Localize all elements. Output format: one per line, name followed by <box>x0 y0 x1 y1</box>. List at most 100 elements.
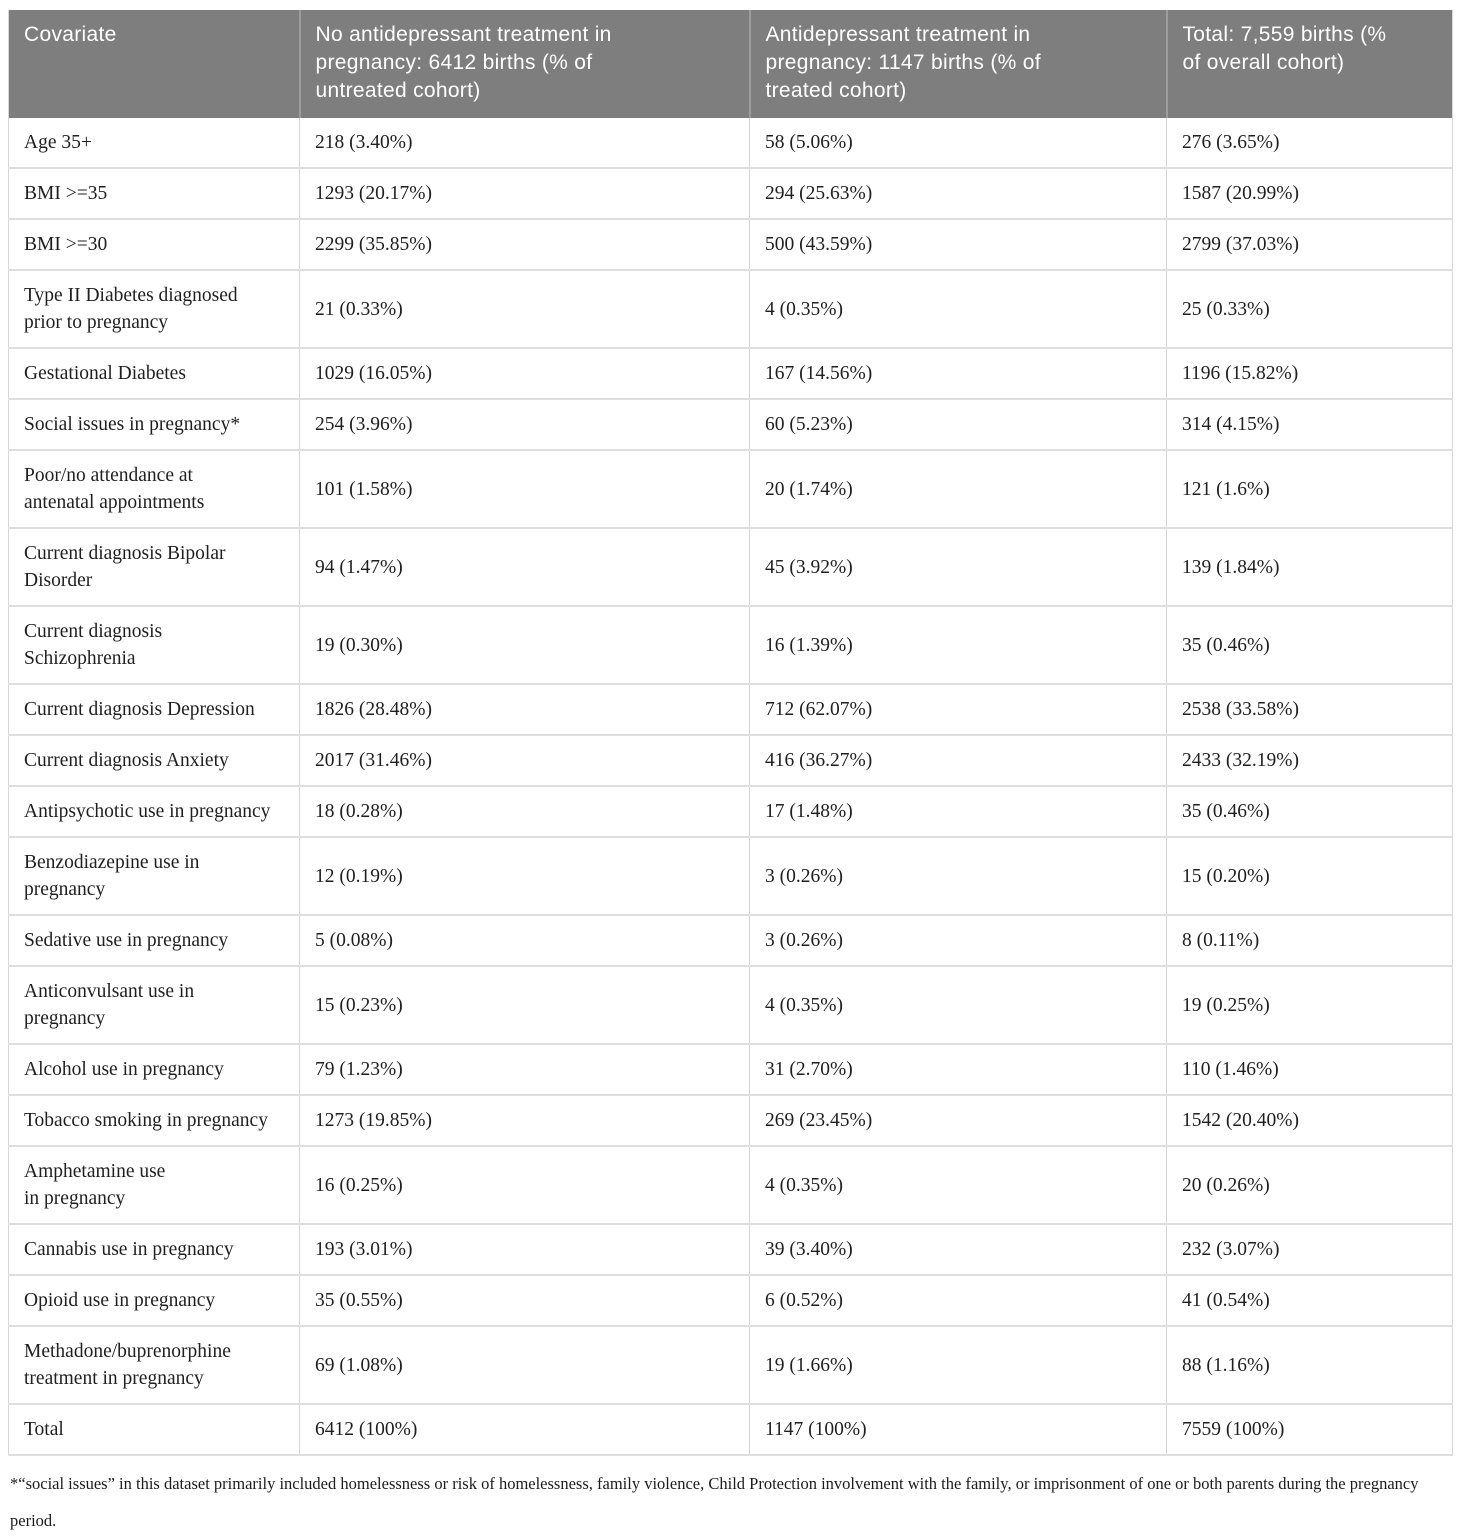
covariate-cell: Current diagnosis Bipolar Disorder <box>8 527 300 607</box>
total-value-cell: 1196 (15.82%) <box>1166 347 1453 400</box>
treated-value-cell: 4 (0.35%) <box>749 1145 1167 1225</box>
header-row: Covariate No antidepressant treatment in… <box>8 10 1453 118</box>
total-value-cell: 314 (4.15%) <box>1166 398 1453 451</box>
table-row: Sedative use in pregnancy 5 (0.08%) 3 (0… <box>8 914 1453 967</box>
treated-value-cell: 6 (0.52%) <box>749 1274 1167 1327</box>
untreated-value-cell: 1293 (20.17%) <box>299 167 750 220</box>
untreated-value-cell: 79 (1.23%) <box>299 1043 750 1096</box>
covariate-cell: Benzodiazepine use in pregnancy <box>8 836 300 916</box>
total-value-cell: 1542 (20.40%) <box>1166 1094 1453 1147</box>
covariate-cell: Total <box>8 1403 300 1456</box>
untreated-value-cell: 101 (1.58%) <box>299 449 750 529</box>
table-row: Age 35+ 218 (3.40%) 58 (5.06%) 276 (3.65… <box>8 118 1453 169</box>
treated-value-cell: 4 (0.35%) <box>749 965 1167 1045</box>
table-row: Poor/no attendance at antenatal appointm… <box>8 449 1453 529</box>
untreated-value-cell: 15 (0.23%) <box>299 965 750 1045</box>
treated-value-cell: 17 (1.48%) <box>749 785 1167 838</box>
untreated-value-cell: 254 (3.96%) <box>299 398 750 451</box>
untreated-value-cell: 218 (3.40%) <box>299 118 750 169</box>
covariate-cell: Current diagnosis Anxiety <box>8 734 300 787</box>
covariate-cell: Social issues in pregnancy* <box>8 398 300 451</box>
treated-value-cell: 20 (1.74%) <box>749 449 1167 529</box>
table-row: Anticonvulsant use in pregnancy 15 (0.23… <box>8 965 1453 1045</box>
covariate-cell: Anticonvulsant use in pregnancy <box>8 965 300 1045</box>
treated-value-cell: 712 (62.07%) <box>749 683 1167 736</box>
covariate-cell: Poor/no attendance at antenatal appointm… <box>8 449 300 529</box>
table-body: Age 35+ 218 (3.40%) 58 (5.06%) 276 (3.65… <box>8 118 1453 1456</box>
treated-value-cell: 4 (0.35%) <box>749 269 1167 349</box>
footnote: *“social issues” in this dataset primari… <box>10 1474 1419 1530</box>
untreated-value-cell: 18 (0.28%) <box>299 785 750 838</box>
treated-value-cell: 3 (0.26%) <box>749 914 1167 967</box>
total-value-cell: 35 (0.46%) <box>1166 605 1453 685</box>
treated-value-cell: 3 (0.26%) <box>749 836 1167 916</box>
total-value-cell: 121 (1.6%) <box>1166 449 1453 529</box>
untreated-value-cell: 2017 (31.46%) <box>299 734 750 787</box>
table-row: Amphetamine use in pregnancy 16 (0.25%) … <box>8 1145 1453 1225</box>
total-value-cell: 232 (3.07%) <box>1166 1223 1453 1276</box>
table-row: Current diagnosis Depression 1826 (28.48… <box>8 683 1453 736</box>
covariate-cell: Amphetamine use in pregnancy <box>8 1145 300 1225</box>
untreated-value-cell: 1029 (16.05%) <box>299 347 750 400</box>
untreated-value-cell: 1273 (19.85%) <box>299 1094 750 1147</box>
total-value-cell: 25 (0.33%) <box>1166 269 1453 349</box>
total-value-cell: 8 (0.11%) <box>1166 914 1453 967</box>
total-value-cell: 88 (1.16%) <box>1166 1325 1453 1405</box>
covariate-cell: Opioid use in pregnancy <box>8 1274 300 1327</box>
untreated-value-cell: 16 (0.25%) <box>299 1145 750 1225</box>
covariate-cell: BMI >=30 <box>8 218 300 271</box>
total-value-cell: 110 (1.46%) <box>1166 1043 1453 1096</box>
total-value-cell: 2433 (32.19%) <box>1166 734 1453 787</box>
total-value-cell: 19 (0.25%) <box>1166 965 1453 1045</box>
untreated-value-cell: 193 (3.01%) <box>299 1223 750 1276</box>
table-row: BMI >=30 2299 (35.85%) 500 (43.59%) 2799… <box>8 218 1453 271</box>
untreated-value-cell: 6412 (100%) <box>299 1403 750 1456</box>
table-row: Cannabis use in pregnancy 193 (3.01%) 39… <box>8 1223 1453 1276</box>
treated-value-cell: 19 (1.66%) <box>749 1325 1167 1405</box>
treated-value-cell: 45 (3.92%) <box>749 527 1167 607</box>
covariate-cell: Cannabis use in pregnancy <box>8 1223 300 1276</box>
untreated-value-cell: 19 (0.30%) <box>299 605 750 685</box>
total-value-cell: 139 (1.84%) <box>1166 527 1453 607</box>
covariate-cell: Current diagnosis Depression <box>8 683 300 736</box>
table-row: BMI >=35 1293 (20.17%) 294 (25.63%) 1587… <box>8 167 1453 220</box>
treated-value-cell: 500 (43.59%) <box>749 218 1167 271</box>
table-row: Current diagnosis Anxiety 2017 (31.46%) … <box>8 734 1453 787</box>
total-value-cell: 2538 (33.58%) <box>1166 683 1453 736</box>
column-header-total: Total: 7,559 births (% of overall cohort… <box>1165 10 1453 118</box>
total-value-cell: 7559 (100%) <box>1166 1403 1453 1456</box>
total-value-cell: 35 (0.46%) <box>1166 785 1453 838</box>
treated-value-cell: 31 (2.70%) <box>749 1043 1167 1096</box>
untreated-value-cell: 69 (1.08%) <box>299 1325 750 1405</box>
covariate-cell: Methadone/buprenorphine treatment in pre… <box>8 1325 300 1405</box>
untreated-value-cell: 1826 (28.48%) <box>299 683 750 736</box>
covariate-cell: Alcohol use in pregnancy <box>8 1043 300 1096</box>
treated-value-cell: 58 (5.06%) <box>749 118 1167 169</box>
treated-value-cell: 269 (23.45%) <box>749 1094 1167 1147</box>
treated-value-cell: 60 (5.23%) <box>749 398 1167 451</box>
untreated-value-cell: 12 (0.19%) <box>299 836 750 916</box>
covariate-cell: Tobacco smoking in pregnancy <box>8 1094 300 1147</box>
cohort-characteristics-table: Covariate No antidepressant treatment in… <box>8 10 1453 1456</box>
total-value-cell: 20 (0.26%) <box>1166 1145 1453 1225</box>
covariate-cell: Current diagnosis Schizophrenia <box>8 605 300 685</box>
table-row: Benzodiazepine use in pregnancy 12 (0.19… <box>8 836 1453 916</box>
total-value-cell: 41 (0.54%) <box>1166 1274 1453 1327</box>
total-value-cell: 276 (3.65%) <box>1166 118 1453 169</box>
covariate-cell: Antipsychotic use in pregnancy <box>8 785 300 838</box>
covariate-cell: Type II Diabetes diagnosed prior to preg… <box>8 269 300 349</box>
untreated-value-cell: 5 (0.08%) <box>299 914 750 967</box>
covariate-cell: BMI >=35 <box>8 167 300 220</box>
table-row: Antipsychotic use in pregnancy 18 (0.28%… <box>8 785 1453 838</box>
covariate-cell: Gestational Diabetes <box>8 347 300 400</box>
treated-value-cell: 294 (25.63%) <box>749 167 1167 220</box>
treated-value-cell: 16 (1.39%) <box>749 605 1167 685</box>
table-row: Current diagnosis Schizophrenia 19 (0.30… <box>8 605 1453 685</box>
total-value-cell: 15 (0.20%) <box>1166 836 1453 916</box>
table-row: Opioid use in pregnancy 35 (0.55%) 6 (0.… <box>8 1274 1453 1327</box>
table-row: Type II Diabetes diagnosed prior to preg… <box>8 269 1453 349</box>
table-header: Covariate No antidepressant treatment in… <box>8 10 1453 118</box>
treated-value-cell: 1147 (100%) <box>749 1403 1167 1456</box>
column-header-covariate: Covariate <box>8 10 300 118</box>
